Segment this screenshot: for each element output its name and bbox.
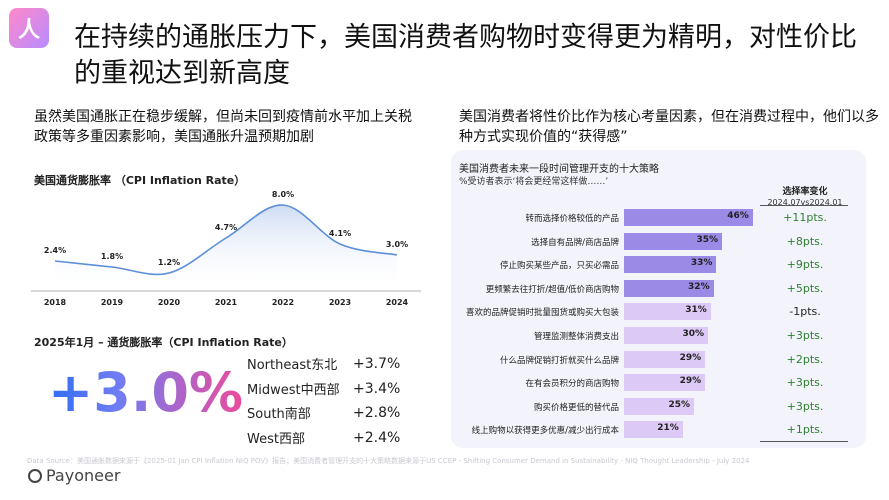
strategy-label: 停止购买某些产品，只买必需品 xyxy=(499,261,619,272)
cpi-chart-title: 美国通货膨胀率 （CPI Inflation Rate） xyxy=(34,174,246,187)
region-name: West西部 xyxy=(247,431,305,447)
cpi-data-label: 1.8% xyxy=(101,252,123,261)
strategy-change-value: +5pts. xyxy=(786,281,824,295)
strategy-bar-value: 32% xyxy=(688,281,710,292)
strategy-label: 购买价格更低的替代品 xyxy=(533,402,619,413)
cpi-x-tick-label: 2023 xyxy=(329,298,351,307)
logo-icon: 人 xyxy=(9,8,49,48)
strategy-bar: 30% xyxy=(624,327,708,344)
cpi-area-fill xyxy=(55,204,397,285)
strategy-bar: 35% xyxy=(624,232,722,250)
strategies-subtitle: %受访者表示‘将会更经常这样做……’ xyxy=(459,177,609,187)
cpi-x-tick-label: 2018 xyxy=(44,298,67,307)
strategy-row: 停止购买某些产品，只买必需品 33% +9pts. xyxy=(459,255,859,275)
change-header-label: 选择率变化 xyxy=(782,187,828,197)
strategy-change-value: +3pts. xyxy=(786,376,824,390)
strategy-change-value: +9pts. xyxy=(786,258,824,272)
region-row: Northeast东北 +3.7% xyxy=(247,352,417,377)
cpi-x-tick-label: 2024 xyxy=(386,298,409,307)
strategy-bar: 33% xyxy=(624,256,717,274)
region-value: +3.7% xyxy=(353,356,401,372)
region-name: South南部 xyxy=(247,407,311,422)
region-value: +2.8% xyxy=(353,405,401,421)
region-list: Northeast东北 +3.7% Midwest中西部 +3.4% South… xyxy=(247,352,417,450)
strategy-change-value: +3pts. xyxy=(786,329,824,342)
page-title: 在持续的通胀压力下，美国消费者购物时变得更为精明，对性价比的重视达到新高度 xyxy=(74,22,857,89)
brand-logo: Payoneer xyxy=(28,466,120,485)
strategy-row: 管理监测整体消费支出 30% +3pts. xyxy=(459,326,859,346)
payoneer-ring-icon xyxy=(28,468,42,483)
strategy-bar: 29% xyxy=(624,350,706,368)
strategy-bar-value: 31% xyxy=(685,305,707,316)
strategy-bar: 25% xyxy=(624,397,694,415)
jan-title: 2025年1月 – 通货膨胀率（CPI Inflation Rate） xyxy=(34,336,293,349)
strategy-change-value: +11pts. xyxy=(783,211,827,224)
strategy-bar: 21% xyxy=(624,421,683,439)
strategy-row: 喜欢的品牌促销时批量囤货或购买大包装 31% -1pts. xyxy=(459,302,859,322)
strategy-change-value: +3pts. xyxy=(786,399,824,413)
cpi-data-label: 3.0% xyxy=(386,240,408,249)
cpi-data-label: 8.0% xyxy=(272,190,294,199)
strategy-bar-value: 21% xyxy=(657,423,679,434)
strategy-label: 更频繁去往打折/超值/低价商店购物 xyxy=(485,284,619,295)
strategy-label: 选择自有品牌/商店品牌 xyxy=(531,237,619,248)
change-header-period: 2024.07vs2024.01 xyxy=(767,198,843,207)
strategy-label: 喜欢的品牌促销时批量囤货或购买大包装 xyxy=(465,308,619,319)
strategy-label: 在有会员积分的商店购物 xyxy=(525,379,619,390)
right-subtitle: 美国消费者将性价比作为核心考量因素，但在消费过程中，他们以多种方式实现价值的“获… xyxy=(459,109,879,145)
brand-name: Payoneer xyxy=(46,466,121,485)
strategy-label: 管理监测整体消费支出 xyxy=(533,332,619,342)
cpi-data-label: 1.2% xyxy=(158,258,180,267)
strategy-row: 在有会员积分的商店购物 29% +3pts. xyxy=(459,373,859,393)
change-divider-bottom xyxy=(760,441,848,442)
strategy-row: 选择自有品牌/商店品牌 35% +8pts. xyxy=(459,232,859,252)
cpi-x-tick-label: 2021 xyxy=(215,298,238,307)
cpi-data-label: 4.7% xyxy=(215,223,237,232)
region-row: Midwest中西部 +3.4% xyxy=(247,377,417,402)
strategy-label: 什么品牌促销打折就买什么品牌 xyxy=(499,355,619,366)
strategy-bar: 29% xyxy=(624,374,706,392)
strategy-label: 线上购物以获得更多优惠/减少出行成本 xyxy=(471,426,619,437)
strategy-change-value: +1pts. xyxy=(786,423,824,437)
strategy-bar: 32% xyxy=(624,279,714,297)
cpi-series-line xyxy=(54,204,398,276)
strategies-title: 美国消费者未来一段时间管理开支的十大策略 xyxy=(459,164,659,175)
strategy-bar-value: 33% xyxy=(690,258,713,269)
strategy-row: 转而选择价格较低的产品 46% +11pts. xyxy=(459,208,859,228)
strategy-bar: 31% xyxy=(624,303,711,321)
cpi-x-tick-label: 2019 xyxy=(101,298,124,307)
change-header: 选择率变化 2024.07vs2024.01 xyxy=(765,184,845,207)
region-name: Midwest中西部 xyxy=(247,382,340,398)
change-divider-top xyxy=(760,205,848,206)
left-subtitle: 虽然美国通胀正在稳步缓解，但尚未回到疫情前水平加上关税政策等多重因素影响，美国通… xyxy=(34,109,412,145)
strategy-change-value: +8pts. xyxy=(786,234,824,248)
cpi-x-tick-label: 2020 xyxy=(158,298,181,307)
headline-inflation-value: +3.0% xyxy=(48,357,243,429)
data-source-footnote: Data Source：美国通胀数据来源于《2025-01 Jan CPI In… xyxy=(27,457,750,465)
region-row: West西部 +2.4% xyxy=(247,426,417,451)
region-row: South南部 +2.8% xyxy=(247,401,417,426)
strategy-bar-value: 35% xyxy=(696,234,718,245)
cpi-data-label: 2.4% xyxy=(44,246,66,255)
strategy-row: 什么品牌促销打折就买什么品牌 29% +2pts. xyxy=(459,350,859,370)
strategy-bar-value: 29% xyxy=(679,376,702,387)
strategy-row: 线上购物以获得更多优惠/减少出行成本 21% +1pts. xyxy=(459,420,859,440)
strategy-row: 购买价格更低的替代品 25% +3pts. xyxy=(459,397,859,417)
strategy-bar-value: 30% xyxy=(682,329,704,339)
strategy-label: 转而选择价格较低的产品 xyxy=(525,214,619,224)
strategy-bar: 46% xyxy=(624,209,753,226)
cpi-data-label: 4.1% xyxy=(329,229,351,238)
region-name: Northeast东北 xyxy=(247,358,338,373)
strategy-bar-value: 25% xyxy=(668,399,690,410)
strategy-change-value: -1pts. xyxy=(789,305,821,319)
cpi-x-tick-label: 2022 xyxy=(272,298,294,307)
strategy-row: 更频繁去往打折/超值/低价商店购物 32% +5pts. xyxy=(459,279,859,299)
strategy-bar-value: 29% xyxy=(679,352,702,363)
region-value: +2.4% xyxy=(353,429,401,446)
region-value: +3.4% xyxy=(353,380,401,397)
strategy-change-value: +2pts. xyxy=(786,352,824,366)
cpi-line-chart: 2.4% 2018 1.8% 2019 1.2% 2020 4.7% 2021 8.0% 2022… xyxy=(31,190,421,307)
strategy-bar-value: 46% xyxy=(727,211,749,221)
